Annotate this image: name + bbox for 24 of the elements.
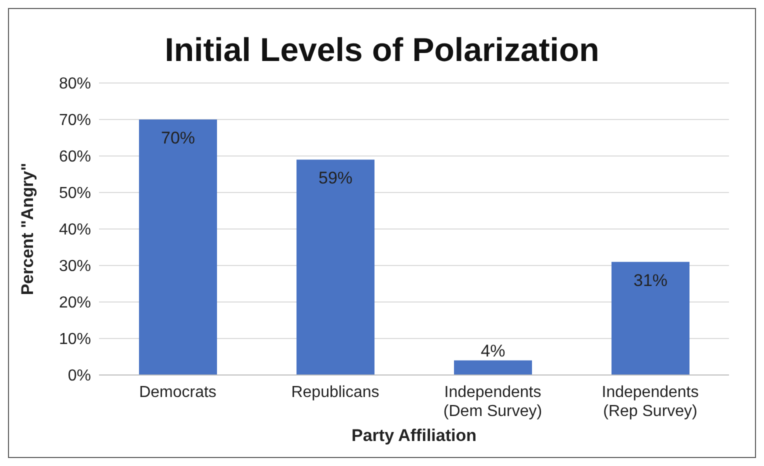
data-label: 70% [160, 128, 196, 148]
y-tick-label: 0% [68, 368, 91, 385]
x-tick-label: Independents (Dem Survey) [443, 384, 542, 420]
y-axis-title: Percent "Angry" [18, 162, 38, 296]
data-label: 31% [633, 270, 668, 290]
bar [139, 120, 217, 375]
bar [296, 160, 374, 375]
y-tick-label: 30% [58, 258, 91, 276]
y-tick-label: 10% [58, 331, 91, 348]
x-tick-label: Republicans [291, 384, 380, 401]
y-tick-label: 70% [58, 112, 91, 130]
y-tick-label: 80% [58, 76, 91, 93]
y-tick-label: 20% [58, 294, 91, 312]
x-axis-title: Party Affiliation [352, 426, 476, 445]
x-tick-label: Independents (Rep Survey) [602, 384, 699, 420]
bar [612, 262, 690, 375]
data-label: 59% [318, 168, 353, 188]
chart-title: Initial Levels of Polarization [164, 31, 600, 70]
bar [454, 360, 532, 375]
y-tick-label: 60% [58, 148, 91, 166]
y-tick-label: 40% [58, 222, 91, 239]
data-label: 4% [480, 341, 506, 360]
x-tick-label: Democrats [139, 384, 216, 401]
y-tick-label: 50% [58, 185, 91, 202]
